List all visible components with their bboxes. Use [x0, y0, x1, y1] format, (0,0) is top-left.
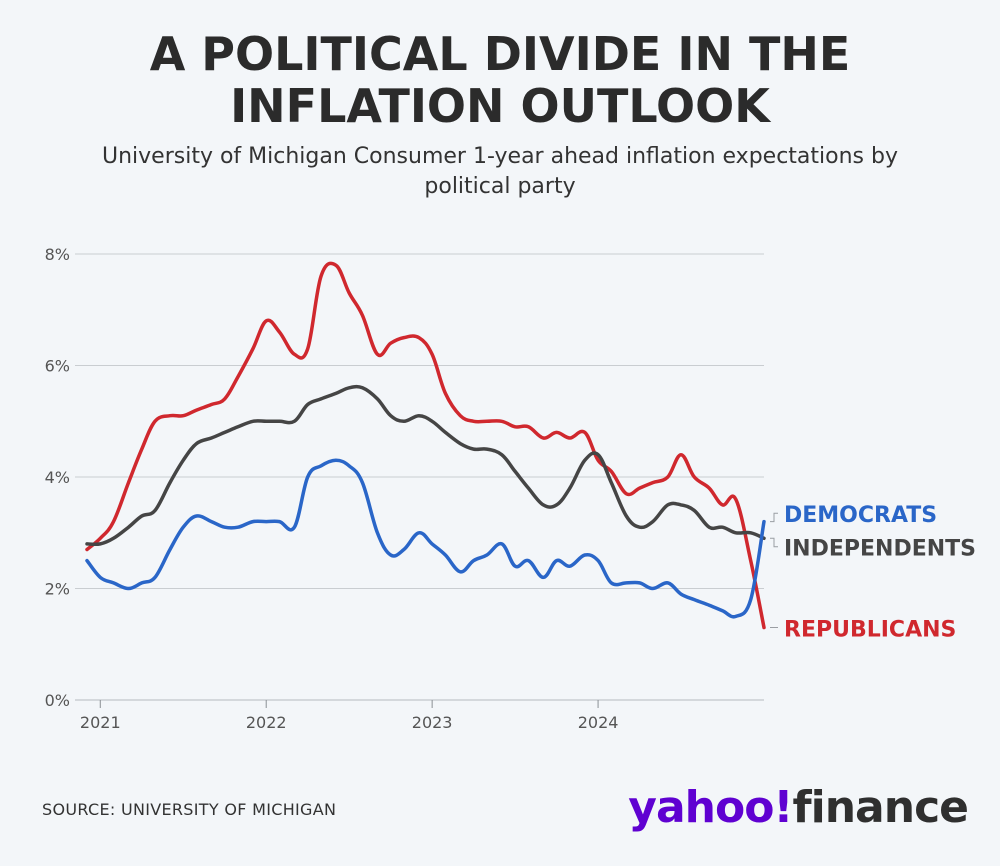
logo-yahoo: yahoo! [628, 782, 793, 833]
end-label-republicans: REPUBLICANS [784, 618, 956, 643]
label-leader-independents [770, 537, 778, 548]
end-label-layer: DEMOCRATS INDEPENDENTS REPUBLICANS [770, 503, 976, 643]
series-line-democrats [85, 458, 766, 619]
series-line-independents [85, 384, 766, 547]
end-label-democrats: DEMOCRATS [784, 503, 937, 528]
chart-subtitle: University of Michigan Consumer 1-year a… [102, 144, 898, 199]
x-tick-label: 2024 [578, 713, 619, 732]
axis-layer: 0% 2% 4% 6% 8% 2021 2022 2023 2024 [45, 245, 619, 732]
end-label-independents: INDEPENDENTS [784, 537, 976, 562]
label-leader-democrats [770, 512, 778, 523]
logo-finance: finance [792, 782, 969, 833]
y-tick-label: 6% [45, 357, 70, 376]
source-note: SOURCE: UNIVERSITY OF MICHIGAN [42, 800, 337, 819]
y-tick-label: 0% [45, 691, 70, 710]
y-tick-label: 8% [45, 245, 70, 264]
x-tick-label: 2022 [246, 713, 287, 732]
x-tick-label: 2021 [80, 713, 121, 732]
y-tick-label: 4% [45, 468, 70, 487]
yahoo-finance-logo: yahoo!finance [628, 782, 969, 833]
series-line-republicans [85, 261, 766, 630]
chart-title: A POLITICAL DIVIDE IN THE INFLATION OUTL… [149, 27, 851, 133]
grid-layer [75, 253, 764, 701]
y-tick-label: 2% [45, 580, 70, 599]
series-layer [85, 261, 766, 630]
x-tick-label: 2023 [412, 713, 453, 732]
